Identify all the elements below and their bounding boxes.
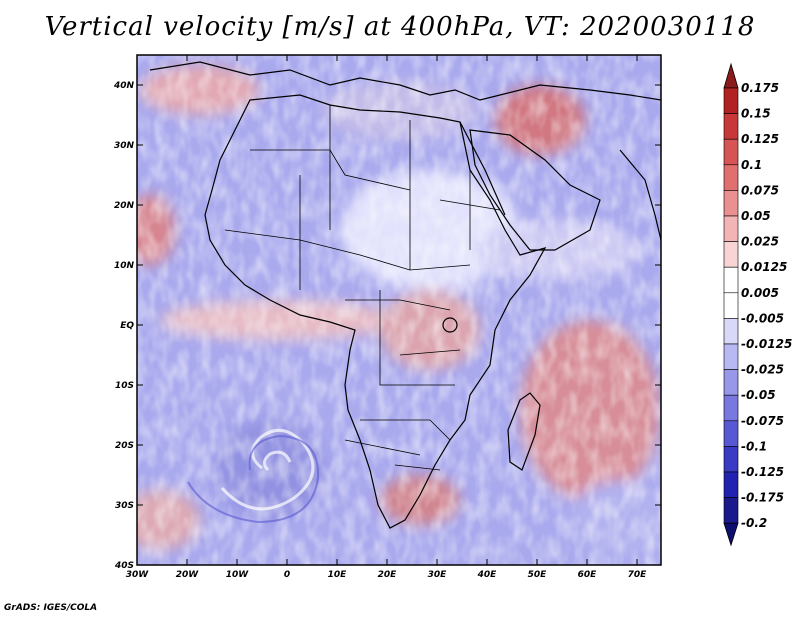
lon-label: 20E: [378, 570, 398, 580]
velocity-field: [137, 55, 661, 565]
colorbar-swatch: [723, 446, 739, 473]
colorbar-top-arrow: [723, 62, 739, 89]
colorbar-swatch: [723, 113, 739, 140]
lon-label: 60E: [578, 570, 598, 580]
map-frame: [136, 54, 662, 566]
colorbar-label: -0.05: [741, 388, 776, 402]
lat-label: 20N: [114, 201, 135, 211]
lat-label: 30S: [115, 501, 134, 511]
colorbar-swatch: [723, 138, 739, 166]
colorbar-swatch: [723, 292, 739, 319]
colorbar-label: 0.0125: [741, 260, 787, 274]
colorbar: 0.175 0.15 0.125 0.1 0.075 0.05 0.025 0.0125 0.0…: [723, 62, 792, 547]
colorbar-swatch: [723, 190, 739, 217]
lon-label: 30W: [126, 570, 150, 580]
colorbar-label: -0.175: [741, 491, 784, 505]
colorbar-label: 0.1: [741, 158, 762, 172]
colorbar-label: 0.125: [741, 132, 779, 146]
colorbar-swatch: [723, 497, 739, 524]
lon-label: 30E: [428, 570, 448, 580]
colorbar-label: -0.2: [741, 516, 767, 530]
country-borders: [224, 105, 501, 471]
lat-label: 10N: [114, 261, 135, 271]
axis-labels: 30W 20W 10W 0 10E 20E 30E 40E 50E 60E 70E 40N 30N 20N…: [113, 81, 647, 580]
lat-label: 40S: [114, 561, 134, 571]
colorbar-label: -0.005: [741, 311, 784, 325]
colorbar-bottom-arrow: [723, 522, 739, 547]
colorbar-label: 0.15: [741, 107, 771, 121]
colorbar-label: -0.0125: [741, 337, 792, 351]
lon-label: 10E: [328, 570, 348, 580]
colorbar-swatch: [723, 241, 739, 268]
lat-label: EQ: [120, 321, 134, 331]
colorbar-label: -0.1: [741, 439, 767, 453]
coastlines: [149, 61, 661, 529]
lon-label: 40E: [477, 570, 498, 580]
colorbar-swatch: [723, 318, 739, 345]
colorbar-swatch: [723, 471, 739, 498]
chart-title: Vertical velocity [m/s] at 400hPa, VT: 2…: [44, 12, 756, 42]
colorbar-label: -0.075: [741, 414, 784, 428]
lon-label: 70E: [628, 570, 648, 580]
colorbar-swatch: [723, 87, 739, 114]
colorbar-swatch: [723, 420, 739, 447]
colorbar-swatch: [723, 266, 739, 294]
lon-label: 0: [284, 570, 290, 580]
lat-label: 40N: [113, 81, 135, 91]
colorbar-swatch: [723, 164, 739, 191]
colorbar-label: 0.175: [741, 81, 779, 95]
lon-label: 20W: [176, 570, 200, 580]
colorbar-swatch: [723, 215, 739, 242]
colorbar-swatch: [723, 369, 739, 396]
lon-label: 10W: [226, 570, 250, 580]
colorbar-swatch: [723, 343, 739, 370]
colorbar-label: 0.075: [741, 183, 779, 197]
lat-label: 20S: [115, 441, 134, 451]
colorbar-label: -0.125: [741, 465, 784, 479]
lon-label: 50E: [528, 570, 548, 580]
footer-credit: GrADS: IGES/COLA: [4, 603, 98, 613]
colorbar-swatch: [723, 394, 739, 422]
lat-label: 10S: [115, 381, 134, 391]
colorbar-label: -0.025: [741, 363, 784, 377]
colorbar-label: 0.05: [741, 209, 771, 223]
colorbar-label: 0.025: [741, 235, 779, 249]
colorbar-label: 0.005: [741, 286, 779, 300]
lat-label: 30N: [114, 141, 135, 151]
axis-ticks: [136, 55, 661, 566]
